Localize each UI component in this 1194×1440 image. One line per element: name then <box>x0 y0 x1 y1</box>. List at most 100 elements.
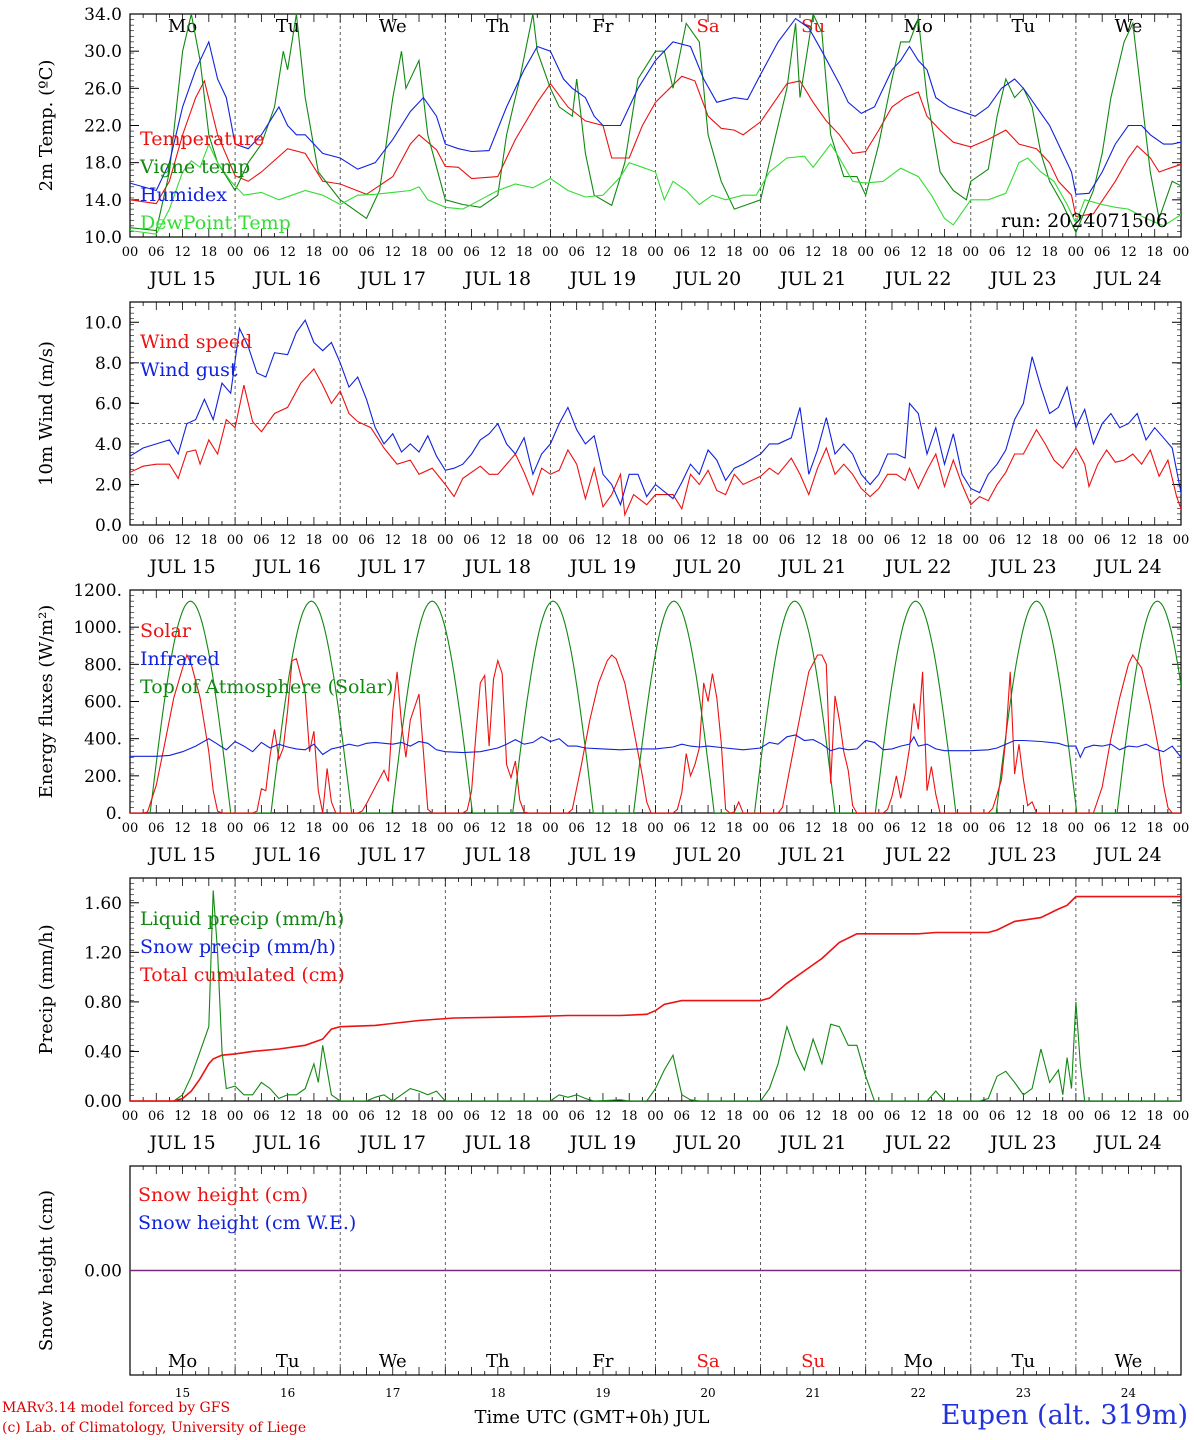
hour-label: 06 <box>674 533 691 548</box>
hour-label: 00 <box>963 245 980 260</box>
date-label: JUL 19 <box>568 556 636 578</box>
hour-label: 06 <box>463 821 480 836</box>
hour-label: 12 <box>174 1109 191 1124</box>
legend-entry: Infrared <box>140 648 220 670</box>
date-label: JUL 17 <box>358 268 426 290</box>
weekday-label: Mo <box>904 1351 933 1372</box>
credit-model: MARv3.14 model forced by GFS <box>2 1400 231 1416</box>
day-number: 22 <box>911 1386 926 1400</box>
day-number: 19 <box>595 1386 610 1400</box>
date-label: JUL 18 <box>463 844 531 866</box>
hour-label: 18 <box>411 245 428 260</box>
hour-label: 06 <box>253 1109 270 1124</box>
hour-label: 00 <box>857 821 874 836</box>
hour-label: 00 <box>332 533 349 548</box>
y-tick-label: 0.00 <box>84 1262 122 1282</box>
date-label: JUL 21 <box>778 1132 846 1154</box>
hour-label: 18 <box>306 821 323 836</box>
date-label: JUL 15 <box>147 844 215 866</box>
hour-label: 18 <box>201 821 218 836</box>
hour-label: 12 <box>700 821 717 836</box>
hour-label: 00 <box>542 1109 559 1124</box>
x-axis-title: Time UTC (GMT+0h) JUL <box>475 1407 710 1428</box>
day-number: 23 <box>1016 1386 1031 1400</box>
y-tick-label: 0.00 <box>84 1092 122 1112</box>
y-tick-label: 6.0 <box>95 394 122 414</box>
y-tick-label: 600. <box>84 693 122 713</box>
hour-label: 00 <box>752 1109 769 1124</box>
y-tick-label: 10.0 <box>84 228 122 248</box>
hour-label: 12 <box>700 533 717 548</box>
hour-label: 18 <box>936 821 953 836</box>
hour-label: 06 <box>568 245 585 260</box>
weekday-label: Tu <box>1012 16 1036 37</box>
hour-label: 18 <box>1041 1109 1058 1124</box>
hour-label: 18 <box>516 821 533 836</box>
date-label: JUL 24 <box>1093 844 1161 866</box>
hour-label: 18 <box>831 245 848 260</box>
hour-label: 12 <box>595 821 612 836</box>
hour-label: 00 <box>1173 1109 1190 1124</box>
hour-label: 00 <box>122 1109 139 1124</box>
series-temperature <box>130 75 1181 218</box>
hour-label: 00 <box>122 245 139 260</box>
y-tick-label: 400. <box>84 730 122 750</box>
hour-label: 18 <box>516 1109 533 1124</box>
hour-label: 12 <box>279 821 296 836</box>
hour-label: 12 <box>490 533 507 548</box>
date-label: JUL 23 <box>988 268 1056 290</box>
y-tick-label: 18.0 <box>84 154 122 174</box>
weekday-label: Tu <box>276 1351 300 1372</box>
hour-label: 06 <box>1094 245 1111 260</box>
hour-label: 12 <box>805 1109 822 1124</box>
hour-label: 06 <box>779 1109 796 1124</box>
hour-label: 06 <box>568 533 585 548</box>
hour-label: 00 <box>437 821 454 836</box>
hour-label: 18 <box>621 1109 638 1124</box>
hour-label: 18 <box>621 821 638 836</box>
date-label: JUL 22 <box>883 268 951 290</box>
date-label: JUL 20 <box>673 1132 741 1154</box>
hour-label: 06 <box>884 245 901 260</box>
date-label: JUL 16 <box>252 556 320 578</box>
hour-label: 18 <box>516 245 533 260</box>
y-tick-label: 1.20 <box>84 943 122 963</box>
y-tick-label: 2.0 <box>95 475 122 495</box>
panel-temperature: 10.0 14.0 18.0 22.0 26.0 30.0 34.0 2m Temp. (ºC… <box>36 5 1189 290</box>
plot-frame <box>129 301 1182 526</box>
series-total-cumulated-cm- <box>130 895 1181 1101</box>
date-label: JUL 19 <box>568 1132 636 1154</box>
legend-entry: Temperature <box>140 128 264 150</box>
hour-label: 12 <box>595 533 612 548</box>
date-label: JUL 20 <box>673 844 741 866</box>
hour-label: 00 <box>332 821 349 836</box>
weekday-label: We <box>1115 1351 1143 1372</box>
hour-label: 12 <box>1120 245 1137 260</box>
hour-label: 12 <box>1120 821 1137 836</box>
hour-label: 00 <box>857 245 874 260</box>
hour-label: 00 <box>437 245 454 260</box>
legend-entry: DewPoint Temp <box>140 212 291 234</box>
series-liquid-precip-mm-h- <box>130 890 1181 1101</box>
y-tick-label: 0.80 <box>84 993 122 1013</box>
hour-label: 12 <box>910 821 927 836</box>
series-infrared <box>130 734 1181 759</box>
date-label: JUL 19 <box>568 268 636 290</box>
hour-label: 00 <box>1173 533 1190 548</box>
legend-entry: Snow height (cm) <box>138 1184 308 1206</box>
hour-label: 12 <box>174 245 191 260</box>
hour-label: 18 <box>411 821 428 836</box>
date-label: JUL 15 <box>147 556 215 578</box>
hour-label: 06 <box>463 245 480 260</box>
hour-label: 12 <box>595 1109 612 1124</box>
weekday-label: Tu <box>1012 1351 1036 1372</box>
hour-label: 00 <box>542 245 559 260</box>
panel-energy: 0. 200. 400. 600. 800. 1000. 1200. Energy fluxe… <box>36 581 1189 866</box>
series-solar <box>130 653 1181 813</box>
hour-label: 06 <box>989 533 1006 548</box>
date-label: JUL 23 <box>988 1132 1056 1154</box>
panel-snow: 0.00 Snow height (cm) Mo Tu We Th Fr Sa Su Mo Tu We… <box>36 1165 1182 1428</box>
hour-label: 06 <box>989 821 1006 836</box>
hour-label: 18 <box>831 1109 848 1124</box>
day-number: 18 <box>490 1386 505 1400</box>
